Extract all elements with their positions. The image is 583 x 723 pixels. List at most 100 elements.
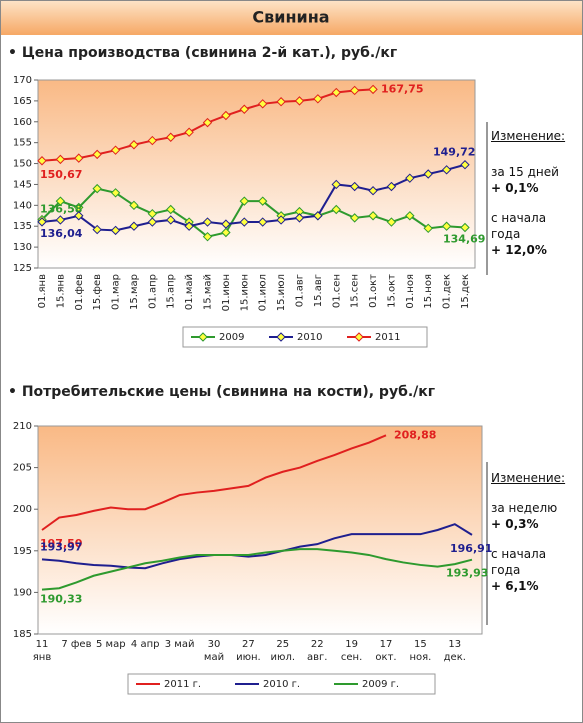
point-marker [202,217,213,227]
panel-text: с начала года [491,211,547,241]
legend-label: 2010 г. [263,679,300,690]
x-tick-label: 01.сен [331,274,342,308]
x-tick-label: 15.июн [239,274,250,311]
point-marker [349,85,360,96]
point-marker [441,165,452,175]
point-marker [37,156,47,166]
point-marker [257,99,268,109]
data-label: 190,33 [40,593,82,606]
point-marker [74,153,84,163]
point-marker [221,110,231,121]
x-tick-label: 15.мар [129,274,140,310]
point-marker [460,222,470,233]
x-tick-label: 01.дек [442,274,453,309]
point-marker [257,196,268,206]
data-label: 208,88 [394,428,436,441]
x-tick-label: 17 окт. [375,639,396,663]
series-line [41,523,473,570]
x-tick-label: 25 июл. [271,639,296,663]
y-tick-label: 150 [13,159,32,170]
x-tick-label: 22 авг. [307,639,327,663]
point-marker [92,224,102,235]
data-label: 150,67 [40,168,82,181]
x-tick-label: 19 сен. [341,639,362,663]
x-tick-label: 15.окт [386,274,397,308]
point-marker [257,217,268,227]
point-marker [202,231,213,242]
x-tick-label: 01.май [184,274,195,310]
data-label: 193,97 [40,540,82,553]
data-label: 197,50 [40,537,83,550]
point-marker [386,181,397,192]
panel-value: + 0,3% [491,517,539,531]
point-marker [110,188,121,198]
point-marker [55,215,66,225]
point-marker [221,227,231,238]
change-panel: Изменение: за 15 дней + 0,1% с начала го… [491,128,575,258]
point-marker [184,221,194,231]
x-tick-label: 15.авг [313,274,324,307]
data-label: 136,04 [40,227,83,240]
point-marker [129,221,139,231]
point-marker [331,204,341,215]
x-tick-label: 3 май [165,639,195,650]
point-marker [349,181,360,192]
point-marker [92,149,102,160]
x-tick-label: 15 ноя. [409,639,431,663]
legend-marker [276,332,286,342]
y-tick-label: 140 [13,200,32,211]
x-tick-label: 15.янв [55,274,66,308]
point-marker [110,145,121,155]
chart-title: • Потребительские цены (свинина на кости… [8,384,435,400]
point-marker [423,169,433,179]
y-tick-label: 190 [13,587,32,598]
point-marker [166,204,176,215]
page-title: Свинина [252,8,329,27]
x-tick-label: 01.июн [221,274,232,311]
data-label: 167,75 [381,82,423,95]
point-marker [129,200,139,211]
x-tick-label: 7 фев [61,639,91,650]
point-marker [184,127,194,137]
panel-value: + 6,1% [491,579,539,593]
legend-label: 2009 [219,332,244,343]
panel-text: с начала года [491,547,547,577]
point-marker [55,154,66,165]
panel-value: + 12,0% [491,243,547,257]
y-tick-label: 205 [13,463,32,474]
point-marker [368,186,378,196]
point-marker [460,160,470,170]
x-tick-label: 11 янв [33,639,52,663]
x-tick-label: 01.мар [111,274,122,310]
y-tick-label: 125 [13,263,32,274]
change-panel: Изменение: за неделю + 0,3% с начала год… [491,470,575,594]
point-marker [129,140,139,150]
x-tick-label: 15.июл [276,274,287,311]
x-tick-label: 15.апр [166,274,177,309]
point-marker [221,219,231,229]
plot-area [37,79,476,269]
legend-box [127,673,436,695]
data-label: 196,91 [450,542,492,555]
data-label: 136,58 [40,203,82,216]
point-marker [441,221,452,231]
x-tick-label: 01.июл [258,274,269,311]
y-tick-label: 165 [13,96,32,107]
x-tick-label: 15.май [203,274,214,310]
point-marker [166,215,176,225]
chart-title: • Цена производства (свинина 2-й кат.), … [8,45,397,61]
panel-text: за 15 дней [491,165,559,179]
point-marker [147,135,158,146]
y-tick-label: 185 [13,629,32,640]
point-marker [368,211,378,221]
plot-area [37,425,483,635]
data-label: 193,93 [446,567,488,580]
point-marker [423,223,433,234]
point-marker [166,132,176,142]
panel-value: + 0,1% [491,181,539,195]
y-tick-label: 170 [13,75,32,86]
point-marker [55,196,66,206]
point-marker [386,217,397,227]
y-tick-label: 200 [13,504,32,515]
